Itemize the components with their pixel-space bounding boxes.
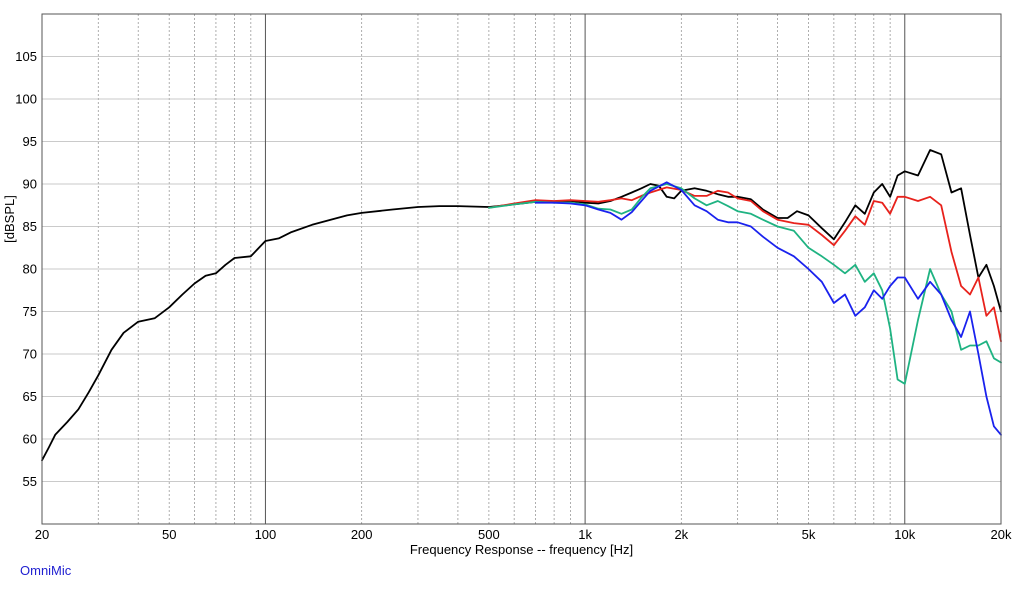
series-line-4 <box>534 181 1002 436</box>
x-axis-title: Frequency Response -- frequency [Hz] <box>410 542 633 557</box>
x-tick-label: 20k <box>991 527 1012 542</box>
y-tick-label: 65 <box>23 389 37 404</box>
x-tick-label: 20 <box>35 527 49 542</box>
y-tick-label: 105 <box>15 49 37 64</box>
y-tick-label: 70 <box>23 347 37 362</box>
grid-minor-lines <box>41 14 1002 524</box>
y-tick-label: 75 <box>23 304 37 319</box>
x-tick-label: 50 <box>162 527 176 542</box>
x-tick-label: 500 <box>478 527 500 542</box>
x-tick-label: 100 <box>255 527 277 542</box>
y-tick-label: 80 <box>23 262 37 277</box>
series-line-3 <box>488 183 1002 385</box>
x-tick-labels: 20 50 100 200 500 1k 2k 5k 10k 20k <box>35 527 1012 542</box>
x-tick-label: 1k <box>578 527 592 542</box>
y-axis-title: [dBSPL] <box>2 195 17 243</box>
series-line-2 <box>488 186 1002 343</box>
grid-major-lines <box>264 14 906 524</box>
y-tick-label: 55 <box>23 474 37 489</box>
x-tick-label: 5k <box>802 527 816 542</box>
y-tick-labels: 55 60 65 70 75 80 85 90 95 100 105 <box>15 49 37 489</box>
brand-label: OmniMic <box>20 563 72 578</box>
x-tick-label: 10k <box>894 527 915 542</box>
y-tick-label: 90 <box>23 177 37 192</box>
plot-frame <box>41 13 1002 525</box>
y-tick-label: 100 <box>15 92 37 107</box>
series-layer <box>41 149 1002 462</box>
y-tick-label: 95 <box>23 134 37 149</box>
x-tick-label: 2k <box>674 527 688 542</box>
y-tick-label: 85 <box>23 219 37 234</box>
series-line-1 <box>41 149 1002 462</box>
x-tick-label: 200 <box>351 527 373 542</box>
y-tick-label: 60 <box>23 432 37 447</box>
